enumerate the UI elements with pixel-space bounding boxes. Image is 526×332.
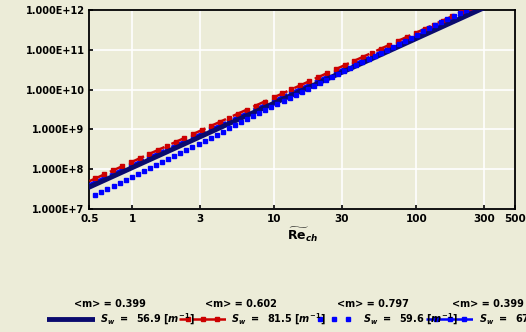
- Text: <m> = 0.399: <m> = 0.399: [452, 299, 524, 309]
- Text: $S_w\ =\ \ 56.9\ [m^{-1}]$: $S_w\ =\ \ 56.9\ [m^{-1}]$: [100, 312, 195, 327]
- Text: $S_w\ =\ \ 81.5\ [m^{-1}]$: $S_w\ =\ \ 81.5\ [m^{-1}]$: [231, 312, 327, 327]
- Text: <m> = 0.797: <m> = 0.797: [337, 299, 409, 309]
- Text: <m> = 0.602: <m> = 0.602: [205, 299, 277, 309]
- X-axis label: $\widetilde{\mathbf{Re}}_{ch}$: $\widetilde{\mathbf{Re}}_{ch}$: [287, 225, 318, 244]
- Text: $S_w\ =\ \ 59.6\ [m^{-1}]$: $S_w\ =\ \ 59.6\ [m^{-1}]$: [363, 312, 458, 327]
- Text: <m> = 0.399: <m> = 0.399: [74, 299, 146, 309]
- Text: $S_w\ =\ \ 67.5\ [m^{-1}]$: $S_w\ =\ \ 67.5\ [m^{-1}]$: [479, 312, 526, 327]
